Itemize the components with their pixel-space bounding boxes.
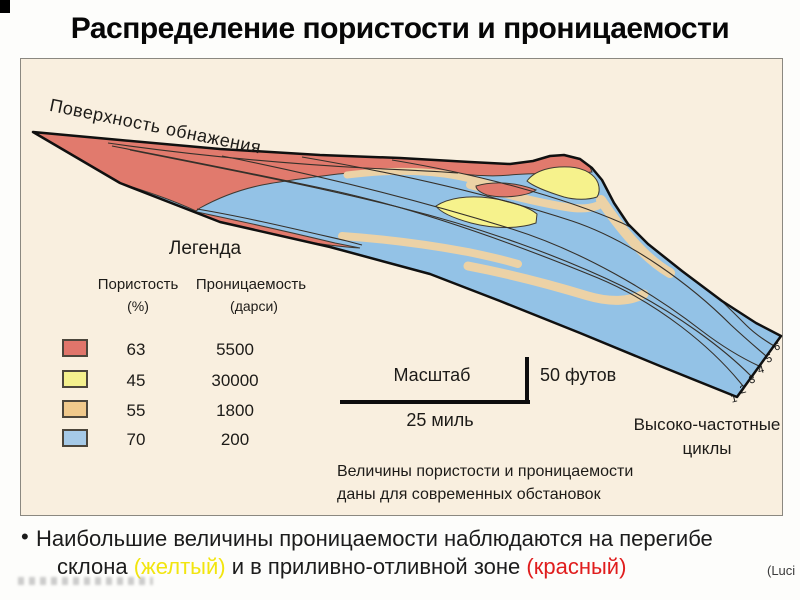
legend-swatch-blue (62, 429, 88, 447)
scale-depth-label: 50 футов (540, 365, 617, 385)
citation-text: (Luci (767, 563, 796, 578)
slide-corner-mark (0, 0, 10, 13)
bullet-line2-mid: и в приливно-отливной зоне (225, 554, 527, 579)
note-line2: даны для современных обстановок (337, 486, 601, 503)
red-keyword: (красный) (526, 554, 627, 579)
bullet-marker: • (21, 524, 29, 549)
scale-title: Масштаб (393, 365, 471, 385)
illegible-footnote-smudge (18, 577, 153, 585)
legend-swatch-tan (62, 400, 88, 418)
permeability-value: 200 (220, 430, 250, 449)
porosity-value: 63 (126, 340, 146, 359)
yellow-keyword: (желтый) (133, 554, 226, 579)
cycles-label-line2: циклы (682, 439, 732, 458)
bullet-text-line2: склона (желтый) и в приливно-отливной зо… (57, 554, 626, 579)
note-line1: Величины пористости и проницаемости (337, 463, 634, 480)
legend-col-permeability: Проницаемость (195, 276, 307, 293)
legend-swatch-red (62, 339, 88, 357)
scale-distance-label: 25 миль (406, 410, 474, 430)
legend-title: Легенда (168, 238, 242, 259)
legend-swatch-yellow (62, 370, 88, 388)
legend-unit-porosity: (%) (127, 298, 149, 314)
porosity-value: 70 (126, 430, 146, 449)
cycles-label-line1: Высоко-частотные (633, 415, 781, 434)
legend-unit-permeability: (дарси) (230, 298, 278, 314)
slide-title: Распределение пористости и проницаемости (70, 12, 730, 45)
legend-col-porosity: Пористость (97, 276, 179, 293)
porosity-value: 45 (126, 371, 146, 390)
scale-bar-vertical (525, 357, 529, 404)
scale-bar-horizontal (340, 400, 530, 404)
permeability-value: 5500 (216, 340, 254, 359)
porosity-value: 55 (126, 401, 146, 420)
permeability-value: 1800 (216, 401, 254, 420)
bullet-text-line1: Наибольшие величины проницаемости наблюд… (36, 526, 713, 551)
bullet-line2-pre: склона (57, 554, 134, 579)
permeability-value: 30000 (211, 371, 259, 390)
